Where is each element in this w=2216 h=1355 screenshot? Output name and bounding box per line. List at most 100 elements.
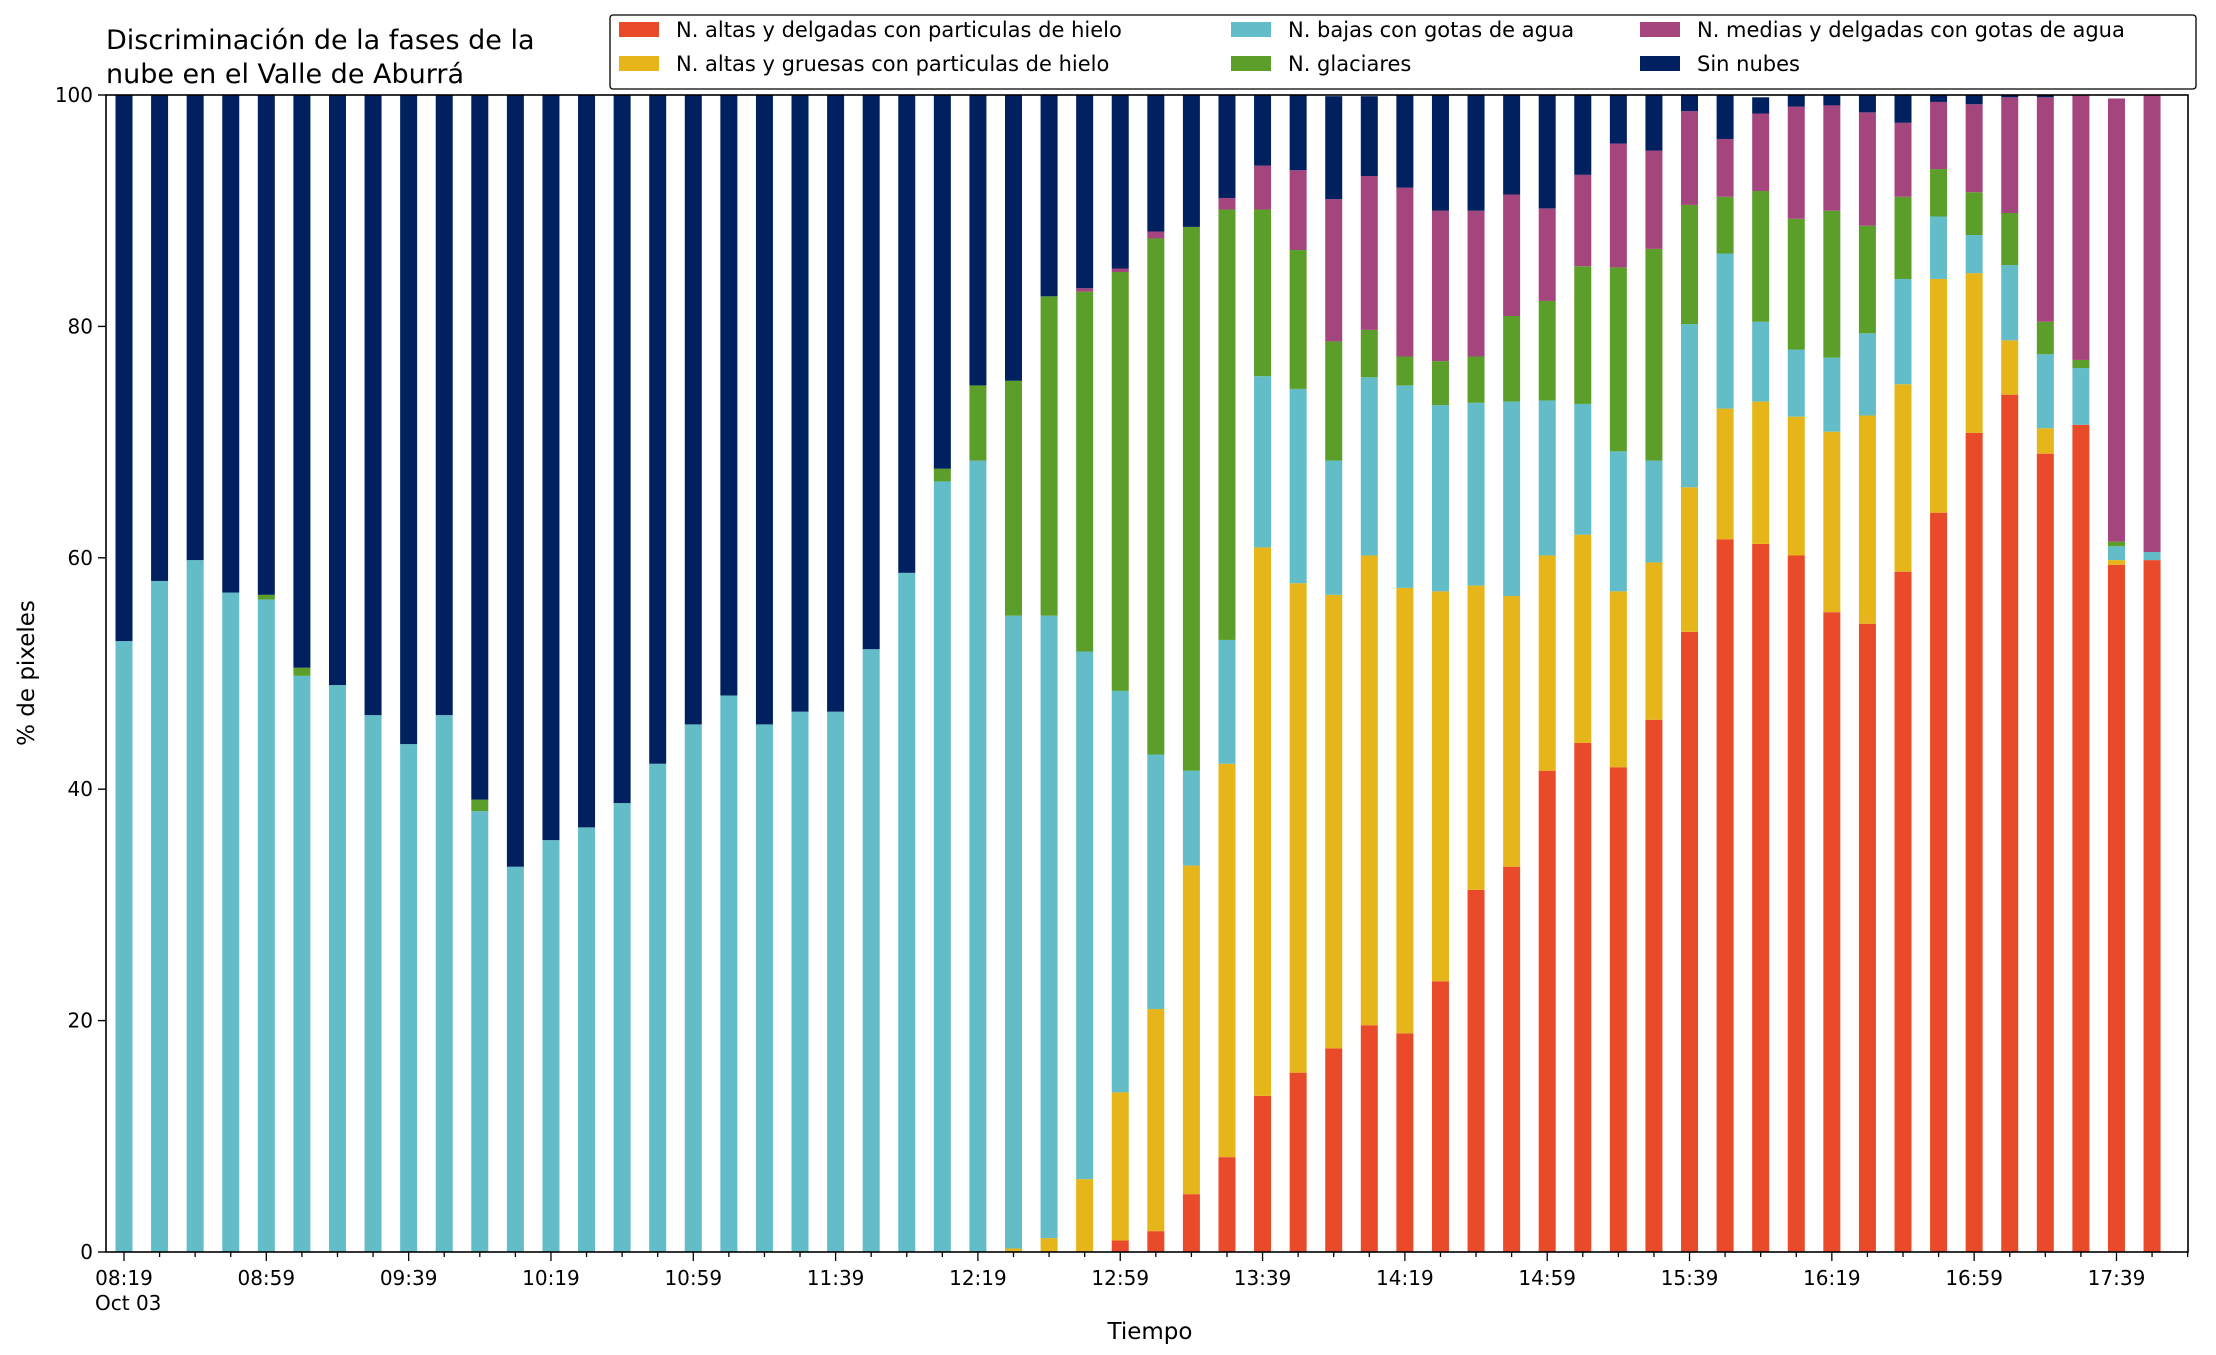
bar-segment-33-series-4 [1289, 170, 1307, 251]
bar-segment-47-series-0 [1787, 555, 1805, 1252]
bar-segment-27-series-1 [1076, 1179, 1094, 1252]
bar-segment-53-series-2 [2001, 265, 2019, 341]
x-tick-label: 12:59 [1091, 1266, 1149, 1290]
bar-segment-29-series-3 [1147, 238, 1165, 755]
bar-segment-40-series-4 [1538, 208, 1556, 301]
bar-segment-39-series-0 [1503, 866, 1521, 1252]
bar-segment-43-series-0 [1645, 719, 1663, 1252]
bar-segment-50-series-5 [1894, 95, 1912, 123]
bar-segment-41-series-2 [1574, 403, 1592, 535]
bar-segment-32-series-0 [1254, 1095, 1272, 1252]
x-tick-label: 16:19 [1803, 1266, 1861, 1290]
y-tick-label: 0 [80, 1240, 93, 1264]
bar-segment-35-series-4 [1360, 175, 1378, 330]
bar-segment-16-series-2 [684, 724, 702, 1252]
bar-segment-4-series-3 [257, 594, 275, 600]
bar-segment-36-series-1 [1396, 587, 1414, 1034]
bar-segment-28-series-4 [1111, 268, 1129, 273]
bar-segment-14-series-2 [613, 803, 631, 1252]
bar-segment-0-series-5 [115, 95, 133, 642]
bar-segment-13-series-2 [578, 827, 596, 1252]
bar-segment-50-series-4 [1894, 122, 1912, 197]
bar-segment-31-series-0 [1218, 1157, 1236, 1252]
x-axis: 08:19 08:59 09:39 10:19 10:59 11:39 12:19 12:59… [95, 1252, 2189, 1315]
bar-segment-55-series-3 [2072, 359, 2090, 369]
legend-swatch [1640, 56, 1680, 71]
bar-segment-41-series-4 [1574, 174, 1592, 267]
bar-segment-23-series-2 [933, 481, 951, 1252]
bar-segment-10-series-2 [471, 811, 489, 1252]
y-tick-label: 100 [55, 83, 93, 107]
bar-segment-28-series-3 [1111, 272, 1129, 691]
legend-label: N. altas y gruesas con particulas de hie… [676, 52, 1109, 76]
bar-segment-32-series-2 [1254, 376, 1272, 548]
chart-title-line-1: Discriminación de la fases de la [106, 25, 535, 56]
legend-label: N. altas y delgadas con particulas de hi… [676, 18, 1122, 42]
bar-segment-35-series-0 [1360, 1025, 1378, 1252]
bar-segment-37-series-5 [1431, 95, 1449, 211]
bar-segment-53-series-0 [2001, 394, 2019, 1252]
bar-segment-12-series-2 [542, 840, 560, 1252]
bar-segment-56-series-0 [2107, 564, 2125, 1252]
bar-segment-21-series-5 [862, 95, 880, 650]
bar-segment-40-series-1 [1538, 555, 1556, 771]
bar-segment-29-series-4 [1147, 231, 1165, 239]
bar-segment-42-series-2 [1609, 451, 1627, 592]
x-tick-label: 11:39 [807, 1266, 865, 1290]
bar-segment-8-series-5 [400, 95, 418, 745]
bar-segment-26-series-1 [1040, 1238, 1058, 1252]
bar-segment-28-series-5 [1111, 95, 1129, 269]
bar-segment-32-series-5 [1254, 95, 1272, 166]
bar-segment-5-series-3 [293, 667, 311, 676]
bar-segment-46-series-4 [1752, 113, 1770, 192]
bar-segment-56-series-4 [2107, 98, 2125, 542]
bar-segment-7-series-5 [364, 95, 382, 716]
bar-segment-31-series-2 [1218, 639, 1236, 764]
bar-segment-55-series-4 [2072, 95, 2090, 360]
bar-segment-41-series-0 [1574, 742, 1592, 1252]
bar-segment-39-series-5 [1503, 95, 1521, 195]
bar-segment-51-series-2 [1930, 216, 1948, 279]
y-tick-label: 60 [68, 546, 93, 570]
bar-segment-29-series-2 [1147, 754, 1165, 1010]
bar-segment-36-series-4 [1396, 187, 1414, 357]
bar-segment-38-series-4 [1467, 210, 1485, 357]
bar-segment-44-series-0 [1681, 631, 1699, 1252]
x-tick-label: 16:59 [1945, 1266, 2003, 1290]
bar-segment-49-series-4 [1858, 112, 1876, 226]
bar-segment-54-series-5 [2036, 95, 2054, 98]
bar-segment-46-series-3 [1752, 191, 1770, 322]
bar-segment-56-series-3 [2107, 541, 2125, 547]
bar-segment-3-series-2 [222, 592, 240, 1252]
x-tick-label: 08:59 [237, 1266, 295, 1290]
x-tick-label: 12:19 [949, 1266, 1007, 1290]
x-tick-label: 08:19 [95, 1266, 153, 1290]
bar-segment-22-series-2 [898, 572, 916, 1252]
bar-segment-30-series-2 [1182, 770, 1200, 866]
bar-segment-34-series-2 [1325, 460, 1343, 595]
bar-segment-35-series-2 [1360, 377, 1378, 556]
bar-segment-52-series-3 [1965, 192, 1983, 235]
bar-segment-39-series-4 [1503, 194, 1521, 316]
legend-swatch [619, 22, 659, 37]
bar-segment-45-series-0 [1716, 539, 1734, 1252]
bar-segment-51-series-3 [1930, 169, 1948, 217]
bar-segment-46-series-5 [1752, 97, 1770, 114]
bar-segment-10-series-3 [471, 799, 489, 812]
bar-segment-12-series-5 [542, 95, 560, 841]
bar-segment-45-series-3 [1716, 196, 1734, 254]
bar-segment-25-series-1 [1005, 1248, 1022, 1252]
bar-segment-34-series-3 [1325, 341, 1343, 461]
bar-segment-48-series-0 [1823, 612, 1841, 1252]
bar-segment-31-series-5 [1218, 95, 1236, 198]
bar-segment-18-series-2 [755, 724, 773, 1252]
bar-segment-37-series-3 [1431, 361, 1449, 406]
bar-segment-24-series-5 [969, 95, 987, 386]
bar-segment-32-series-1 [1254, 547, 1272, 1096]
bar-segment-29-series-1 [1147, 1009, 1165, 1232]
bar-segment-44-series-5 [1681, 95, 1699, 112]
bar-segment-36-series-3 [1396, 356, 1414, 386]
bar-segment-56-series-2 [2107, 546, 2125, 561]
bar-segment-34-series-1 [1325, 594, 1343, 1049]
bar-segment-19-series-2 [791, 711, 809, 1252]
